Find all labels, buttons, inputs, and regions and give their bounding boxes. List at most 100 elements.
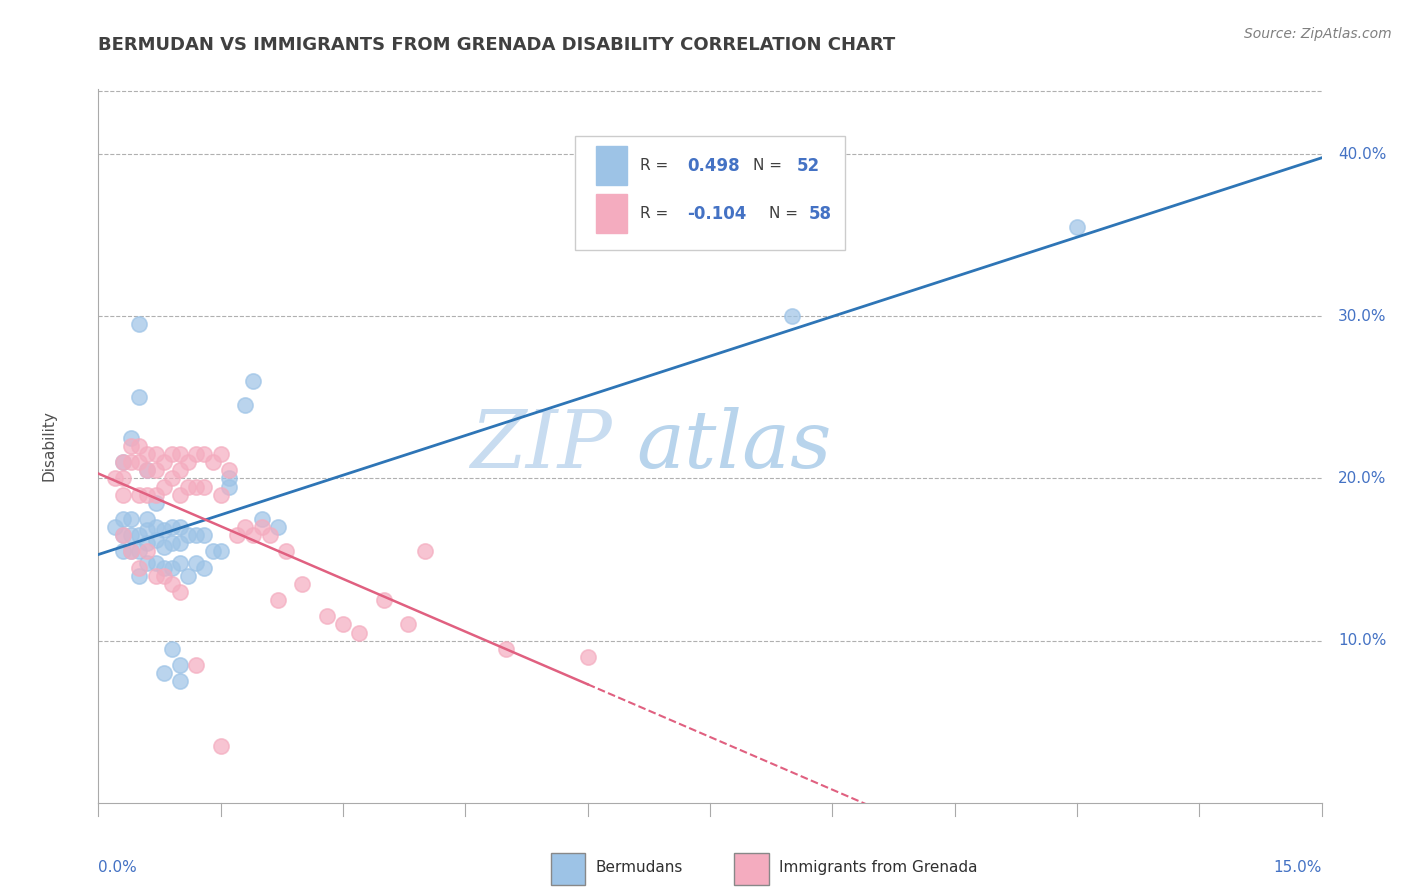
Point xyxy=(193,560,215,574)
Point xyxy=(145,488,167,502)
Point xyxy=(169,657,191,672)
Point xyxy=(186,657,208,672)
Text: 15.0%: 15.0% xyxy=(1274,860,1322,874)
Text: 52: 52 xyxy=(797,157,820,175)
Text: -0.104: -0.104 xyxy=(686,205,747,223)
Point xyxy=(160,520,183,534)
Text: 10.0%: 10.0% xyxy=(1339,633,1386,648)
Point xyxy=(396,617,419,632)
Point xyxy=(495,641,517,656)
Point xyxy=(186,556,208,570)
FancyBboxPatch shape xyxy=(596,194,627,234)
Point xyxy=(186,479,208,493)
Point xyxy=(169,585,191,599)
Point xyxy=(201,455,224,469)
Point xyxy=(136,463,159,477)
Point xyxy=(169,488,191,502)
Point xyxy=(120,544,142,558)
Point xyxy=(193,528,215,542)
Point xyxy=(218,471,240,485)
Point xyxy=(136,524,159,538)
Text: N =: N = xyxy=(752,158,787,173)
Point xyxy=(111,544,134,558)
Point xyxy=(111,488,134,502)
Point xyxy=(128,390,150,404)
Point xyxy=(145,463,167,477)
Point xyxy=(152,568,174,582)
Text: 0.498: 0.498 xyxy=(686,157,740,175)
Text: Immigrants from Grenada: Immigrants from Grenada xyxy=(779,860,977,874)
Point xyxy=(145,568,167,582)
Point xyxy=(349,625,371,640)
Point xyxy=(152,479,174,493)
Point xyxy=(291,577,314,591)
Text: BERMUDAN VS IMMIGRANTS FROM GRENADA DISABILITY CORRELATION CHART: BERMUDAN VS IMMIGRANTS FROM GRENADA DISA… xyxy=(98,36,896,54)
Point xyxy=(104,471,127,485)
Point xyxy=(152,560,174,574)
Point xyxy=(413,544,436,558)
Point xyxy=(120,544,142,558)
FancyBboxPatch shape xyxy=(596,146,627,186)
Text: 58: 58 xyxy=(808,205,832,223)
Point xyxy=(104,520,127,534)
Point xyxy=(177,455,200,469)
Point xyxy=(177,528,200,542)
Point xyxy=(267,520,290,534)
Point xyxy=(169,556,191,570)
Point xyxy=(160,536,183,550)
Point xyxy=(160,577,183,591)
Text: atlas: atlas xyxy=(637,408,832,484)
FancyBboxPatch shape xyxy=(734,853,769,885)
Point xyxy=(169,674,191,689)
Point xyxy=(120,512,142,526)
Point xyxy=(209,447,232,461)
Point xyxy=(169,520,191,534)
Point xyxy=(169,447,191,461)
Point xyxy=(193,479,215,493)
Point xyxy=(242,374,264,388)
Point xyxy=(120,528,142,542)
Point xyxy=(780,310,803,324)
Point xyxy=(111,471,134,485)
Point xyxy=(160,641,183,656)
Point xyxy=(186,528,208,542)
Point xyxy=(274,544,297,558)
Point xyxy=(111,528,134,542)
Point xyxy=(218,463,240,477)
Point xyxy=(267,593,290,607)
Point xyxy=(233,399,256,413)
Point xyxy=(160,447,183,461)
Point xyxy=(160,560,183,574)
Text: Source: ZipAtlas.com: Source: ZipAtlas.com xyxy=(1244,27,1392,41)
Point xyxy=(186,447,208,461)
Point xyxy=(136,447,159,461)
Point xyxy=(233,520,256,534)
Point xyxy=(209,488,232,502)
Point xyxy=(145,520,167,534)
Point xyxy=(136,512,159,526)
Point xyxy=(111,512,134,526)
Text: 30.0%: 30.0% xyxy=(1339,309,1386,324)
Point xyxy=(111,455,134,469)
FancyBboxPatch shape xyxy=(575,136,845,250)
Point xyxy=(250,512,273,526)
Point xyxy=(128,455,150,469)
Point xyxy=(136,556,159,570)
Point xyxy=(136,488,159,502)
Point xyxy=(242,528,264,542)
Point xyxy=(332,617,354,632)
Point xyxy=(315,609,337,624)
Point xyxy=(111,455,134,469)
Text: Disability: Disability xyxy=(42,410,58,482)
Point xyxy=(120,439,142,453)
Point xyxy=(128,544,150,558)
Point xyxy=(145,556,167,570)
Point xyxy=(177,479,200,493)
Point xyxy=(177,568,200,582)
Point xyxy=(169,463,191,477)
Point xyxy=(152,455,174,469)
Point xyxy=(152,666,174,681)
Point xyxy=(120,455,142,469)
Point xyxy=(250,520,273,534)
Point xyxy=(136,544,159,558)
